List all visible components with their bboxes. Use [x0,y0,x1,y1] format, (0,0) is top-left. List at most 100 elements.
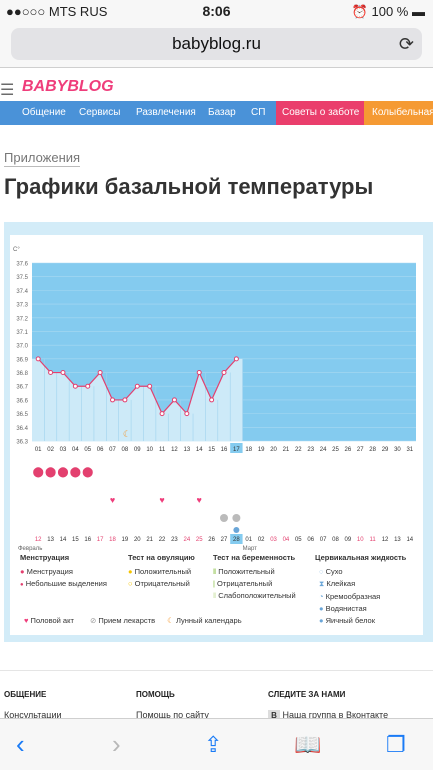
nav-item-razvlecheniya[interactable]: Развлечения [136,107,196,118]
y-tick-label: 36.8 [16,371,28,377]
x-day-label: 11 [159,447,166,453]
bottom-date-label: 12 [382,537,389,543]
legend-menstruation: Менструация ● Менструация ● Небольшие вы… [20,553,107,588]
bottom-date-label: 03 [270,537,277,543]
drop-icon: ⬤ [33,467,44,478]
drop-icon: ⬤ [57,467,68,478]
y-tick-label: 37.2 [16,316,28,322]
y-tick-label: 37.3 [16,303,28,309]
nav-item-bazar[interactable]: Базар [208,107,236,118]
temperature-point [221,370,227,376]
footer-divider [0,670,433,671]
legend-ovulation: Тест на овуляцию ● Положительный ○ Отриц… [128,553,195,588]
temperature-point [233,356,239,362]
forward-icon[interactable]: › [112,729,121,759]
x-day-label: 06 [97,447,104,453]
bottom-date-label: 18 [109,537,116,543]
heart-icon: ♥ [110,495,115,505]
y-tick-label: 37.6 [16,262,28,268]
temperature-chart[interactable]: 37.6 37.5 37.4 37.3 37.2 37.1 37.0 36.9 36.8 36.7… [10,235,423,635]
bottom-date-label: 28 [233,537,240,543]
main-nav: Общение Сервисы Развлечения Базар СП Сов… [0,101,433,125]
footer-link-help[interactable]: Помощь по сайту [136,710,209,720]
reload-icon[interactable]: ⟳ [398,34,414,54]
x-day-label: 09 [134,447,141,453]
y-tick-label: 36.6 [16,398,28,404]
x-day-label: 27 [357,447,364,453]
drop-icon: ● [20,567,25,576]
bottom-date-label: 02 [258,537,265,543]
footer-link-consult[interactable]: Консультации [4,710,62,720]
bottom-date-label: 01 [245,537,252,543]
x-day-label: 14 [196,447,203,453]
negative-circle-icon: ○ [128,579,133,588]
moon-icon: ☾ [123,429,131,439]
bottom-date-label: 13 [47,537,54,543]
x-day-label: 18 [245,447,252,453]
x-day-label: 02 [47,447,54,453]
menu-icon[interactable]: ☰ [0,82,15,99]
temperature-point [72,383,78,389]
temperature-point [122,397,128,403]
drop-icon: ⬤ [45,467,56,478]
heart-icon: ♥ [197,495,202,505]
nav-item-kolybelnaya[interactable]: Колыбельная [364,101,433,125]
temperature-point [60,370,66,376]
bbt-chart-app: 37.6 37.5 37.4 37.3 37.2 37.1 37.0 36.9 36.8 36.7… [4,222,433,642]
bottom-date-label: 21 [146,537,153,543]
address-bar[interactable]: babyblog.ru ⟳ [11,28,422,60]
temperature-point [171,397,177,403]
bottom-date-label: 09 [345,537,352,543]
back-icon[interactable]: ‹ [16,729,25,759]
x-day-label: 08 [122,447,129,453]
y-tick-label: 36.9 [16,357,28,363]
temperature-point [134,383,140,389]
browser-bar: babyblog.ru ⟳ [0,22,433,68]
nav-item-servisy[interactable]: Сервисы [79,107,121,118]
day-highlight [230,443,243,453]
bookmarks-icon[interactable]: 📖 [294,732,322,757]
sticky-icon: ⧗ [319,579,325,588]
x-day-label: 17 [233,447,240,453]
month-label: Март [243,546,258,552]
bottom-date-label: 22 [159,537,166,543]
bottom-date-label: 14 [406,537,413,543]
bottom-date-label: 17 [97,537,104,543]
bottom-date-label: 15 [72,537,79,543]
footer-section-obshenie: ОБЩЕНИЕ [4,690,47,699]
x-day-label: 16 [221,447,228,453]
bottom-date-label: 13 [394,537,401,543]
nav-item-sp[interactable]: СП [251,107,266,118]
moon-icon: ☾ [167,616,174,625]
battery-label: ⏰ 100 % ▬ [351,4,425,19]
x-day-label: 13 [183,447,190,453]
clock: 8:06 [202,3,231,19]
nav-item-obshenie[interactable]: Общение [22,107,66,118]
bottom-date-label: 12 [35,537,42,543]
bottom-date-label: 16 [84,537,91,543]
x-day-label: 25 [332,447,339,453]
footer-section-pomosh: ПОМОЩЬ [136,690,175,699]
x-day-label: 15 [208,447,215,453]
temperature-area [32,358,243,441]
y-tick-label: 36.7 [16,385,28,391]
heart-icon: ♥ [159,495,164,505]
creamy-icon: ◔ [319,592,324,601]
status-bar: ●●○○○ MTS RUS 8:06 ⏰ 100 % ▬ [0,0,433,22]
tabs-icon[interactable]: ❐ [386,732,406,757]
temperature-point [110,397,116,403]
nav-item-sovety[interactable]: Советы о заботе [276,101,366,125]
y-tick-label: 36.4 [16,426,28,432]
site-logo[interactable]: BABYBLOG [22,78,114,95]
breadcrumb[interactable]: Приложения [4,150,81,167]
x-day-label: 26 [345,447,352,453]
url-text: babyblog.ru [172,34,261,53]
bottom-date-label: 04 [283,537,290,543]
day-highlight [230,534,243,544]
bottom-date-label: 11 [370,537,377,543]
browser-toolbar: ‹ › ⇪ 📖 ❐ [0,718,433,770]
share-icon[interactable]: ⇪ [204,732,223,757]
pill-icon: ⊘ [90,616,97,625]
bottom-date-label: 27 [221,537,228,543]
temperature-point [184,411,190,417]
